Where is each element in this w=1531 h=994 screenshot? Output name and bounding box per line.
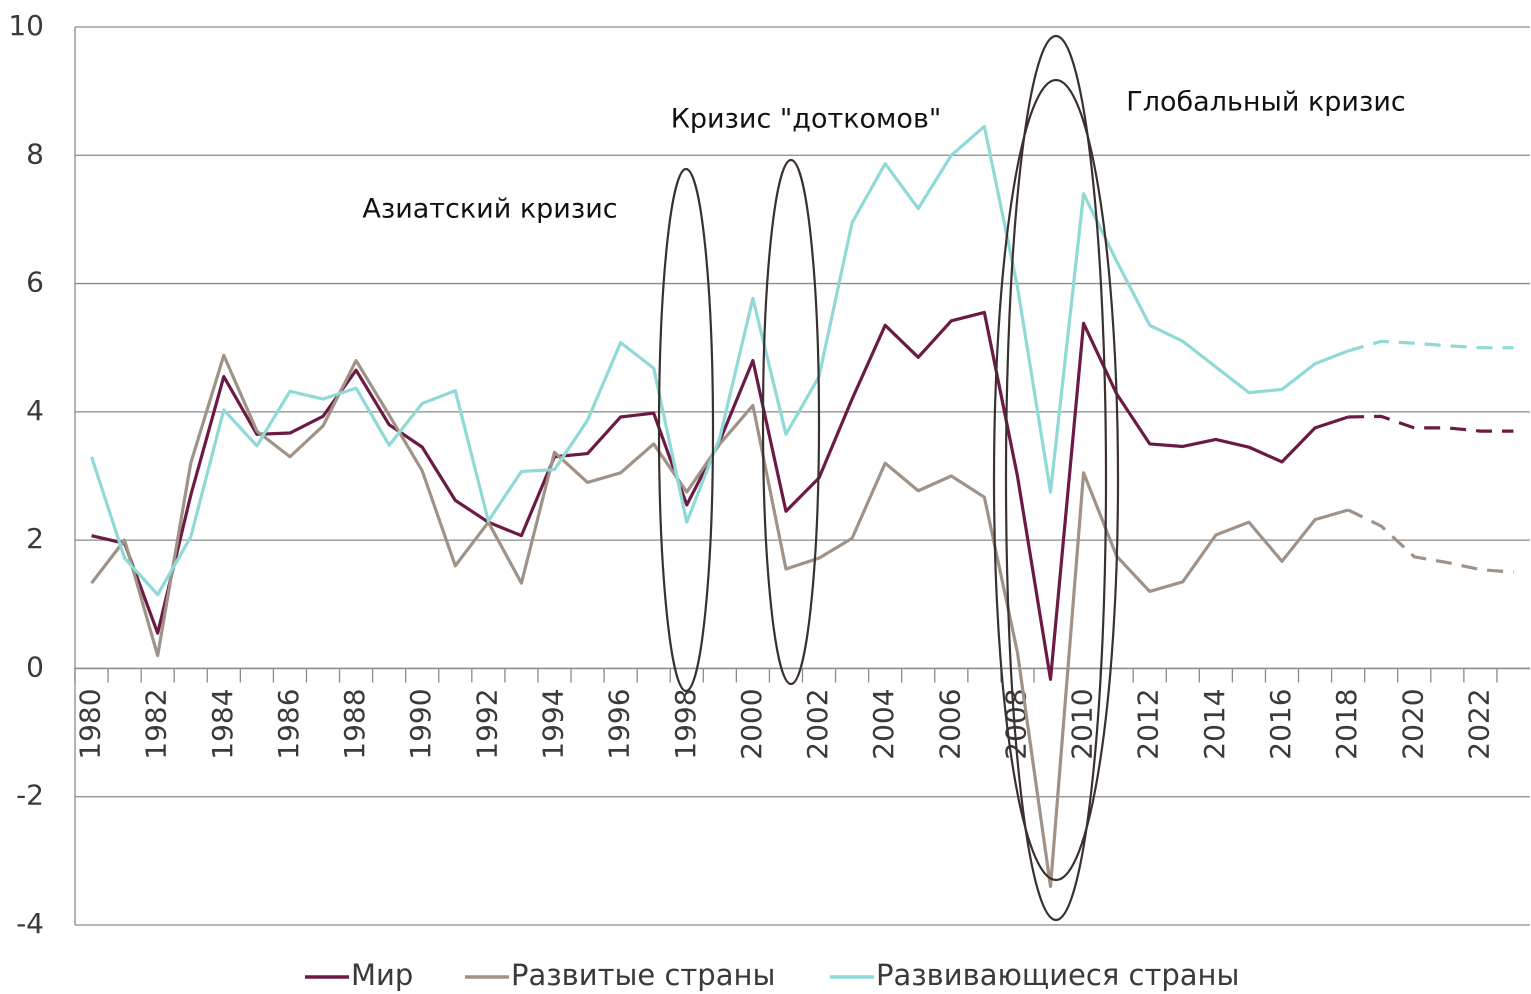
x-tick-label: 1996: [603, 688, 636, 759]
y-tick-label: 6: [26, 266, 44, 299]
legend-label: Развивающиеся страны: [876, 958, 1239, 992]
x-tick-label: 2000: [735, 688, 768, 759]
x-tick-label: 2012: [1132, 688, 1165, 759]
ellipse: [992, 78, 1120, 882]
y-tick-label: -2: [16, 779, 44, 812]
x-tick-label: 1988: [338, 688, 371, 759]
y-tick-label: 8: [26, 137, 44, 170]
ellipse: [761, 158, 821, 686]
y-tick-label: 2: [26, 522, 44, 555]
x-tick-label: 2006: [933, 688, 966, 759]
annotation: Глобальный кризис: [1126, 87, 1405, 118]
x-tick-label: 1984: [206, 688, 239, 759]
x-tick-label: 2022: [1462, 688, 1495, 759]
x-tick-label: 1982: [140, 688, 173, 759]
x-tick-label: 1980: [74, 688, 107, 759]
x-tick-label: 1994: [536, 688, 569, 759]
series-line: [91, 310, 1349, 681]
x-tick-label: 2018: [1330, 688, 1363, 759]
x-tick-label: 2016: [1264, 688, 1297, 759]
x-tick-label: 1992: [470, 688, 503, 759]
ellipse: [1004, 34, 1108, 922]
x-tick-label: 2014: [1198, 688, 1231, 759]
y-tick-label: 10: [8, 9, 44, 42]
x-tick-label: 1990: [404, 688, 437, 759]
ellipse: [657, 167, 715, 693]
annotation: Кризис "доткомов": [671, 104, 942, 135]
series-line: [90, 124, 1349, 597]
x-tick-label: 2004: [867, 688, 900, 759]
legend-label: Развитые страны: [511, 958, 775, 992]
legend-label: Мир: [351, 958, 413, 992]
series-line: [90, 353, 1349, 889]
forecast-line: [1348, 414, 1514, 433]
x-tick-label: 2010: [1066, 688, 1099, 759]
plot: -4 -2 0 2 4 6 8 10 1980 1982 1984 1986 1988 1990 1992 1…: [8, 9, 1530, 992]
x-tick-label: 2002: [801, 688, 834, 759]
x-tick-label: 1998: [669, 688, 702, 759]
annotation: Азиатский кризис: [362, 194, 617, 225]
crisis-ellipses: [657, 34, 1120, 922]
forecast-line: [1347, 508, 1514, 574]
forecast-line: [1347, 339, 1514, 353]
y-tick-label: 0: [26, 650, 44, 683]
x-tick-label: 1986: [272, 688, 305, 759]
x-tick-label: 2020: [1396, 688, 1429, 759]
y-tick-label: -4: [16, 907, 44, 940]
y-tick-label: 4: [26, 394, 44, 427]
